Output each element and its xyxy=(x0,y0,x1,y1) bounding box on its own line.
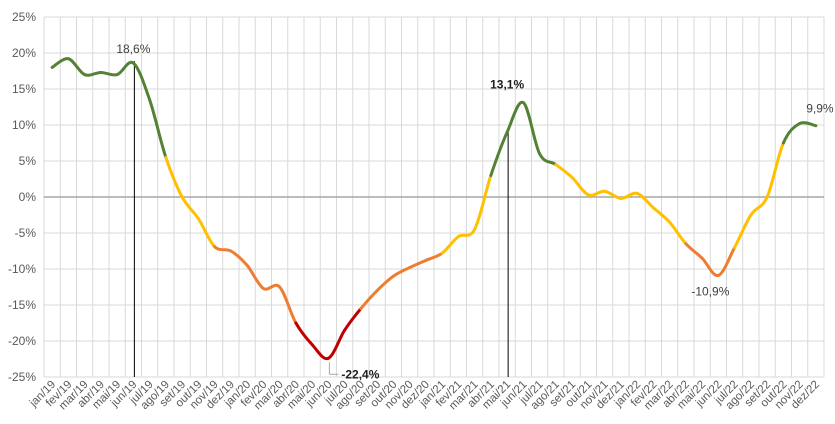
line-segment xyxy=(456,227,477,239)
line-segment xyxy=(684,242,704,260)
line-segment xyxy=(635,191,655,210)
horizontal-gridlines xyxy=(44,16,824,378)
line-segment xyxy=(570,176,590,197)
line-segment xyxy=(781,122,802,145)
y-tick-label: 5% xyxy=(19,154,37,168)
line-segment xyxy=(554,163,574,180)
data-label: 9,9% xyxy=(806,102,834,116)
line-segment xyxy=(148,98,168,159)
data-label: 13,1% xyxy=(490,78,524,92)
line-segment xyxy=(538,152,558,167)
y-tick-label: -5% xyxy=(15,226,37,240)
line-segment xyxy=(749,195,769,217)
y-tick-label: -10% xyxy=(8,262,36,276)
line-segment xyxy=(473,173,493,231)
data-label-annotations: 18,6% -22,4% 13,1% -10,9% 9,9% xyxy=(116,42,834,381)
line-segment xyxy=(294,321,314,347)
line-segment xyxy=(229,249,249,267)
line-segment xyxy=(261,283,282,291)
line-segment xyxy=(278,285,298,325)
y-tick-label: -25% xyxy=(8,370,36,384)
line-segment xyxy=(164,155,184,199)
line-segment xyxy=(521,101,542,156)
y-tick-label: -20% xyxy=(8,334,36,348)
line-segment xyxy=(733,213,753,249)
y-tick-label: -15% xyxy=(8,298,36,312)
line-segment xyxy=(798,121,818,128)
marker-lines xyxy=(133,61,509,377)
line-segment xyxy=(99,70,119,77)
y-tick-label: 15% xyxy=(12,82,36,96)
y-axis-tick-labels: 25% 20% 15% 10% 5% 0% -5% -10% -15% -20% -25% xyxy=(8,10,36,384)
line-segment xyxy=(359,289,379,311)
line-segment xyxy=(489,130,509,177)
data-label: 18,6% xyxy=(116,42,150,56)
line-segment xyxy=(83,70,103,77)
line-segment xyxy=(716,245,737,277)
data-label: -22,4% xyxy=(341,367,379,381)
line-segment xyxy=(326,328,347,360)
y-tick-label: 0% xyxy=(19,190,37,204)
line-segment xyxy=(375,274,395,293)
line-segment xyxy=(668,220,688,246)
line-segment xyxy=(765,141,785,199)
line-segment xyxy=(343,307,363,332)
line-segment xyxy=(391,266,412,278)
line-segment xyxy=(66,57,87,77)
y-tick-label: 10% xyxy=(12,118,36,132)
series-line xyxy=(50,57,818,361)
y-tick-label: 20% xyxy=(12,46,36,60)
line-segment xyxy=(245,263,265,290)
line-segment xyxy=(651,206,672,224)
line-segment xyxy=(424,251,444,262)
line-segment xyxy=(180,195,200,221)
line-segment xyxy=(440,235,460,255)
line-segment xyxy=(196,217,217,249)
y-tick-label: 25% xyxy=(12,10,36,24)
line-segment xyxy=(131,61,152,102)
data-label: -10,9% xyxy=(691,284,729,298)
x-axis-tick-labels: jan/19fev/19mar/19abr/19mai/19jun/19jul/… xyxy=(27,379,822,413)
